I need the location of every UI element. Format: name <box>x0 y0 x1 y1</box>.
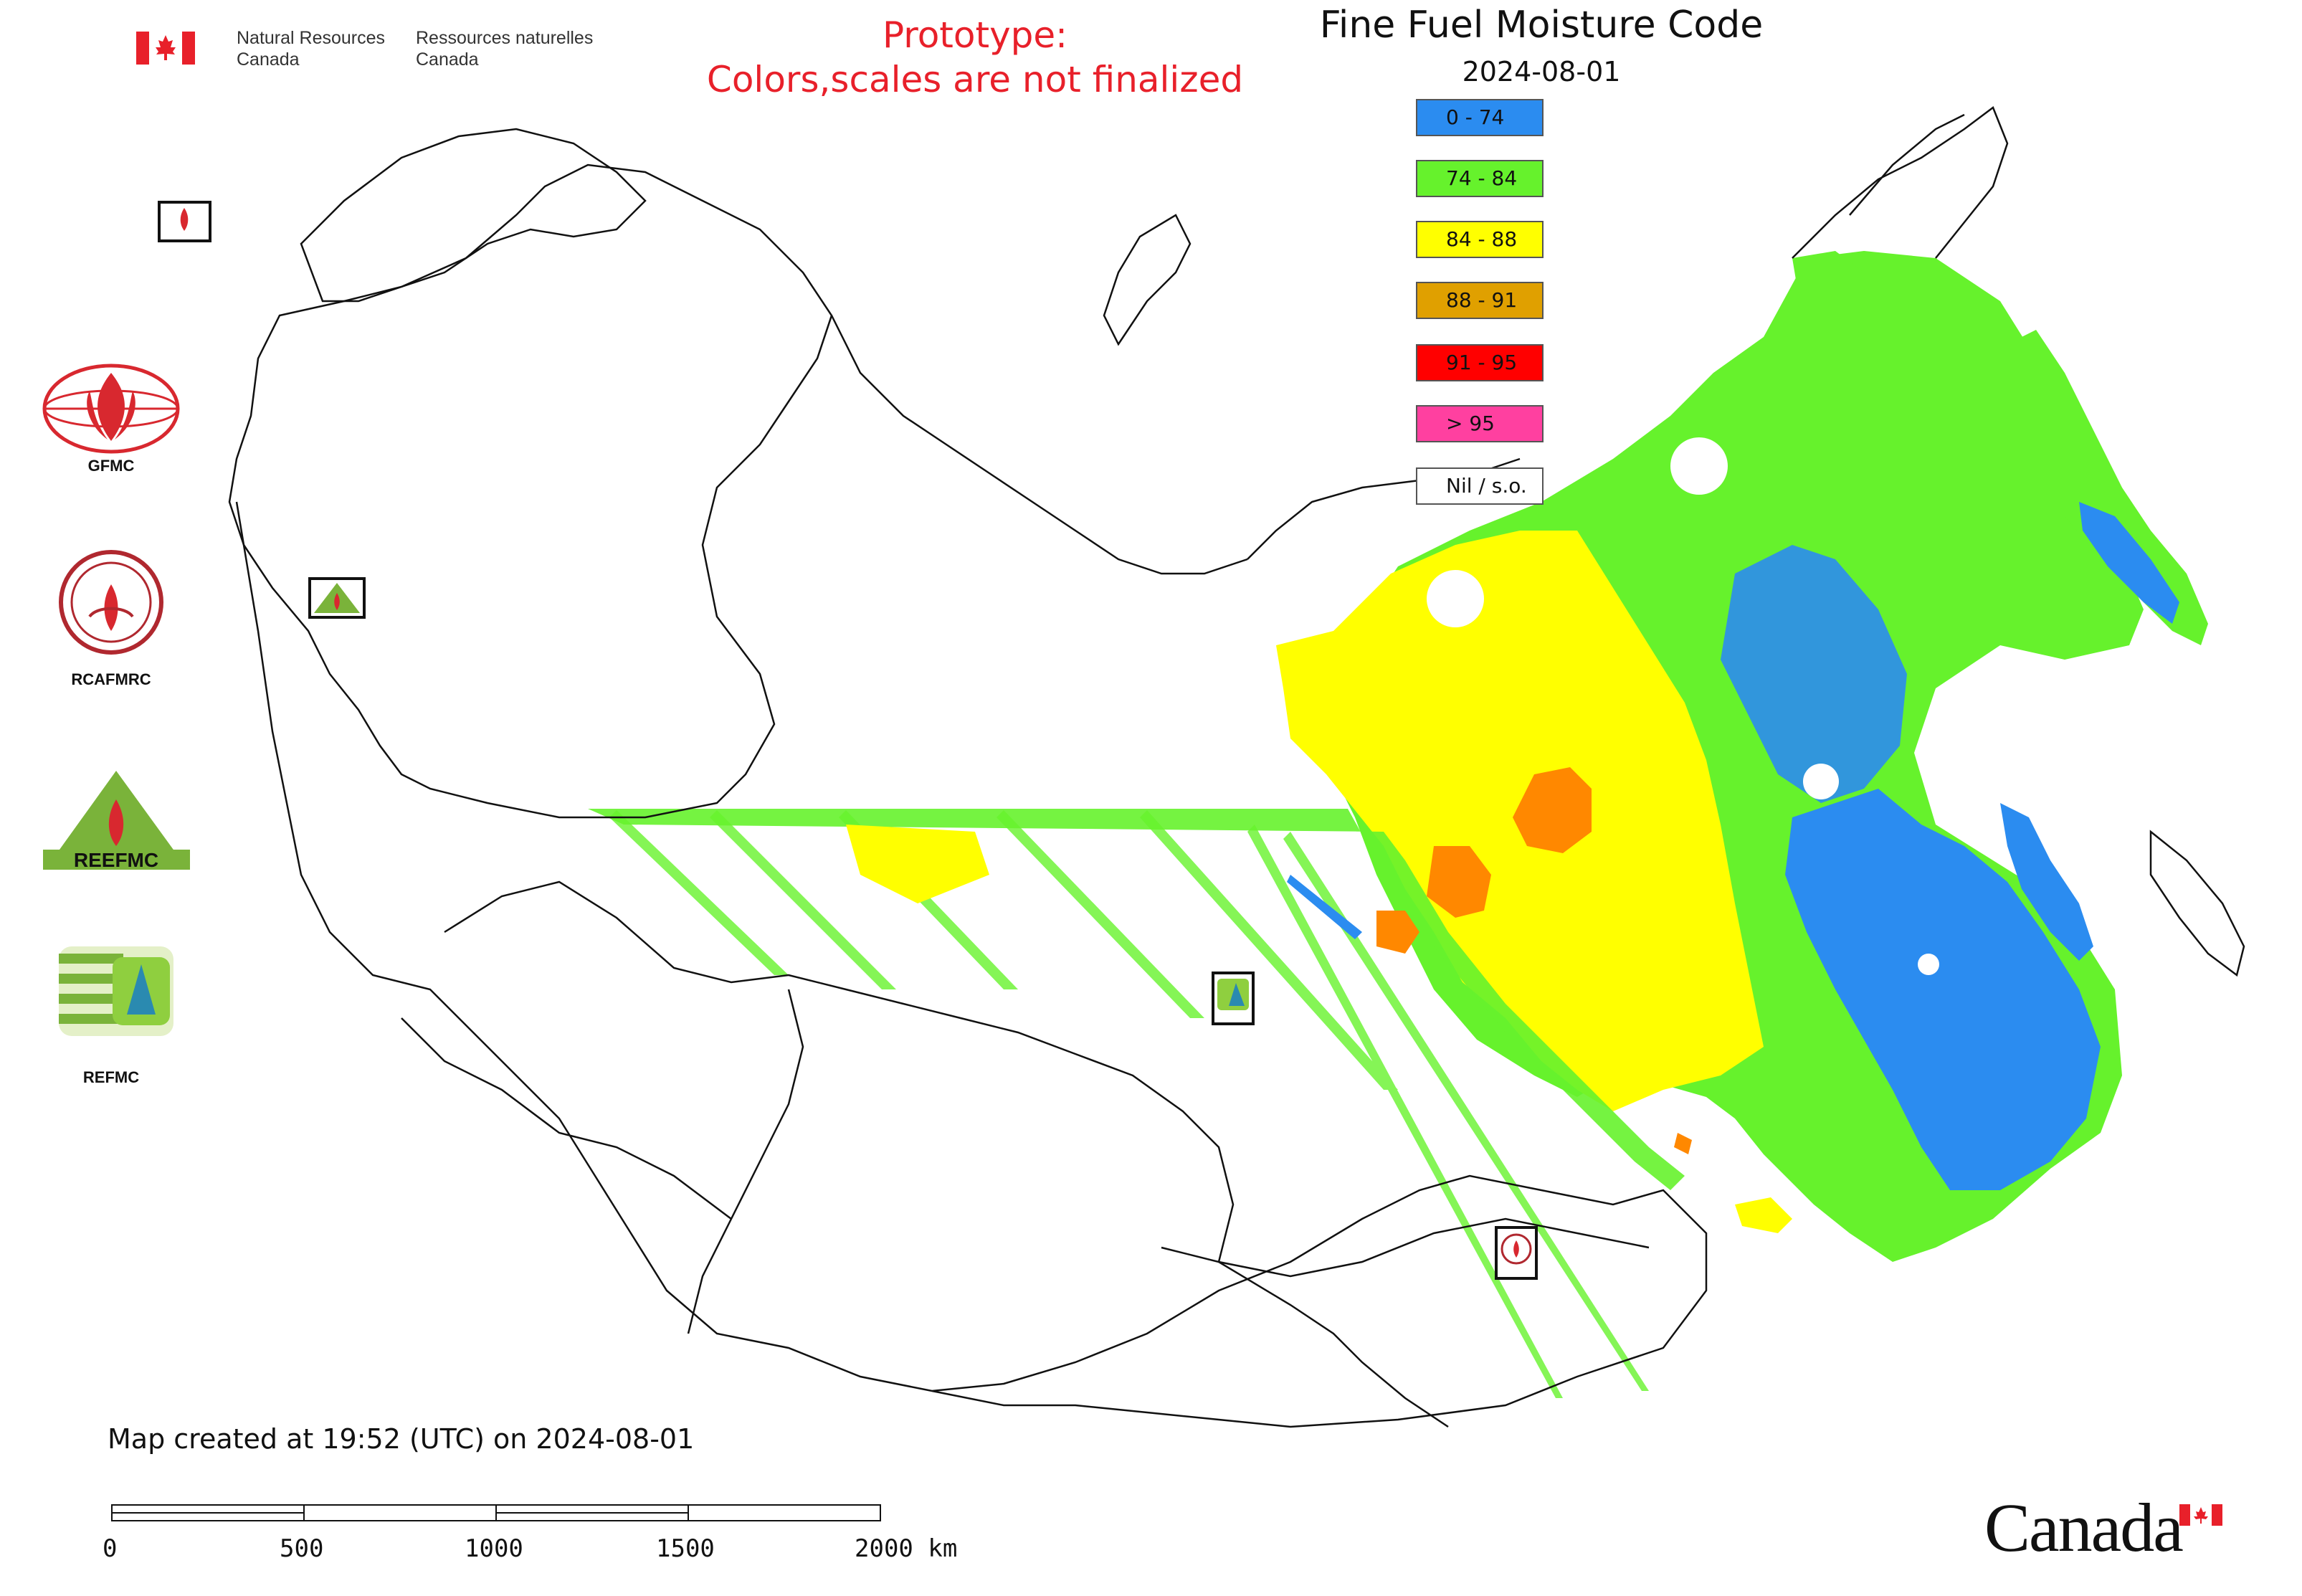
boundary-scandinavia <box>300 128 647 303</box>
prototype-notice: Prototype: Colors,scales are not finaliz… <box>645 13 1305 102</box>
legend-item-88-91: 88 - 91 <box>1416 282 1544 319</box>
ffmc-sakhalin <box>2000 803 2093 961</box>
country-boundaries <box>228 106 2245 1428</box>
legend-item-0-74: 0 - 74 <box>1416 99 1544 136</box>
prototype-line1: Prototype: <box>882 14 1068 56</box>
map-hole-1 <box>1670 437 1728 495</box>
scale-label-0: 0 <box>103 1534 118 1563</box>
ffmc-blue-streak <box>1287 875 1362 939</box>
legend-label: 84 - 88 <box>1446 227 1518 251</box>
scale-label-500: 500 <box>280 1534 324 1563</box>
map-hole-5 <box>1692 1111 1713 1133</box>
reefmc-marker-icon <box>308 577 366 619</box>
dept-fr: Ressources naturelles Canada <box>416 27 593 70</box>
scale-segment <box>495 1504 689 1521</box>
map-hole-4 <box>1918 954 1939 975</box>
flag-left-bar <box>136 32 149 65</box>
svg-text:REEFMC: REEFMC <box>74 849 158 871</box>
gfmc-marker-icon <box>158 201 211 242</box>
ffmc-chukotka <box>1792 251 1864 301</box>
map-shading <box>588 251 2208 1398</box>
ffmc-orange-spot-2 <box>1427 846 1491 918</box>
boundary-central-asia <box>444 880 1235 1263</box>
flag-right-bar <box>182 32 195 65</box>
ffmc-blue-north <box>1721 545 1907 803</box>
boundary-alaska <box>1849 113 1965 216</box>
boundary-japan <box>2149 830 2245 977</box>
legend-label: > 95 <box>1446 412 1495 435</box>
boundary-arctic-coast <box>830 315 1248 575</box>
map-created-timestamp: Map created at 19:52 (UTC) on 2024-08-01 <box>108 1423 695 1455</box>
wordmark-flag-icon <box>2179 1504 2222 1526</box>
dept-fr-line2: Canada <box>416 49 479 70</box>
boundary-outline-west <box>228 163 833 819</box>
rcafmrc-marker-icon <box>1495 1226 1538 1280</box>
legend-label: 91 - 95 <box>1446 351 1518 374</box>
legend-item-84-88: 84 - 88 <box>1416 221 1544 258</box>
scale-segment <box>688 1504 881 1521</box>
dept-fr-line1: Ressources naturelles <box>416 28 594 48</box>
map-date: 2024-08-01 <box>1462 56 1621 87</box>
boundary-inner-1 <box>687 989 804 1334</box>
legend-item-nil: Nil / s.o. <box>1416 467 1544 505</box>
boundary-inner-2 <box>401 1017 732 1220</box>
legend-item-91-95: 91 - 95 <box>1416 344 1544 381</box>
legend-item-74-84: 74 - 84 <box>1416 160 1544 197</box>
legend-label: 74 - 84 <box>1446 166 1518 190</box>
scale-label-1500: 1500 <box>656 1534 715 1563</box>
boundary-mongolia <box>1161 1246 1449 1428</box>
reefmc-logo-icon: REEFMC <box>39 767 194 875</box>
refmc-label: REFMC <box>82 1068 140 1086</box>
map-hole-3 <box>1803 764 1839 799</box>
scale-segment <box>303 1504 497 1521</box>
ffmc-red-spot <box>1674 1133 1692 1154</box>
rcafmrc-label: RCAFMRC <box>71 670 151 688</box>
legend-item-gt-95: > 95 <box>1416 405 1544 442</box>
boundary-chukotka <box>1792 106 2009 259</box>
ffmc-kamchatka <box>2007 330 2208 645</box>
ffmc-yellow-island <box>1735 1197 1792 1233</box>
scale-bar <box>111 1504 882 1523</box>
legend-label: 88 - 91 <box>1446 288 1518 312</box>
dept-en: Natural Resources Canada <box>237 27 385 70</box>
gfmc-label: GFMC <box>87 457 135 475</box>
boundary-south <box>235 501 1708 1428</box>
government-signature: Natural Resources Canada Ressources natu… <box>136 27 624 77</box>
map-title: Fine Fuel Moisture Code <box>1319 4 1764 47</box>
ffmc-western-band <box>588 809 1685 1190</box>
canada-wordmark: Canada <box>1984 1489 2184 1566</box>
boundary-novaya-zemlya <box>1103 214 1192 346</box>
rcafmrc-logo-icon <box>57 548 165 656</box>
legend-label: 0 - 74 <box>1446 105 1505 129</box>
ffmc-orange-spot-1 <box>1513 767 1592 853</box>
refmc-logo-icon <box>59 946 173 1036</box>
dept-en-line1: Natural Resources <box>237 28 386 48</box>
boundary-inner-3 <box>1218 1217 1650 1278</box>
gfmc-logo-icon <box>39 362 183 455</box>
ffmc-yellow-streaks <box>846 825 989 903</box>
maple-leaf-icon <box>149 32 182 65</box>
dept-en-line2: Canada <box>237 49 300 70</box>
ffmc-blue-region <box>1785 789 2101 1190</box>
ffmc-kamchatka-blue <box>2079 502 2179 624</box>
scale-segment <box>111 1504 305 1521</box>
map-hole-2 <box>1427 570 1484 627</box>
scale-label-1000: 1000 <box>465 1534 523 1563</box>
ffmc-orange-spot-3 <box>1376 911 1419 954</box>
scale-label-2000: 2000 km <box>855 1534 958 1563</box>
legend-label: Nil / s.o. <box>1446 474 1527 498</box>
refmc-marker-icon <box>1212 972 1255 1025</box>
prototype-line2: Colors,scales are not finalized <box>706 59 1244 100</box>
